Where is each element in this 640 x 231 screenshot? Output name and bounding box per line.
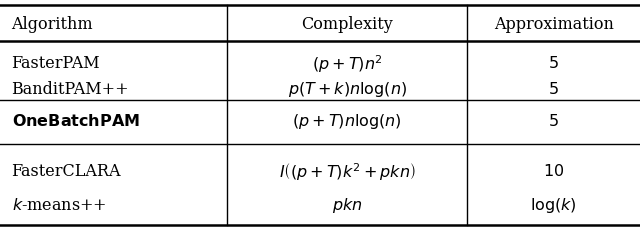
Text: $5$: $5$ [548, 55, 559, 72]
Text: $p(T+k)n\log(n)$: $p(T+k)n\log(n)$ [287, 79, 407, 98]
Text: $I\left((p+T)k^2+pkn\right)$: $I\left((p+T)k^2+pkn\right)$ [279, 160, 415, 182]
Text: $\mathbf{OneBatchPAM}$: $\mathbf{OneBatchPAM}$ [12, 113, 140, 130]
Text: Approximation: Approximation [493, 16, 614, 33]
Text: $5$: $5$ [548, 80, 559, 97]
Text: $k$-means++: $k$-means++ [12, 196, 106, 213]
Text: FasterCLARA: FasterCLARA [12, 162, 121, 179]
Text: FasterPAM: FasterPAM [12, 55, 100, 72]
Text: $(p+T)n^2$: $(p+T)n^2$ [312, 53, 383, 74]
Text: $pkn$: $pkn$ [332, 195, 362, 214]
Text: $10$: $10$ [543, 162, 564, 179]
Text: $\log(k)$: $\log(k)$ [530, 195, 577, 214]
Text: BanditPAM++: BanditPAM++ [12, 80, 129, 97]
Text: $5$: $5$ [548, 113, 559, 130]
Text: Algorithm: Algorithm [12, 16, 93, 33]
Text: $(p+T)n\log(n)$: $(p+T)n\log(n)$ [292, 112, 402, 131]
Text: Complexity: Complexity [301, 16, 393, 33]
